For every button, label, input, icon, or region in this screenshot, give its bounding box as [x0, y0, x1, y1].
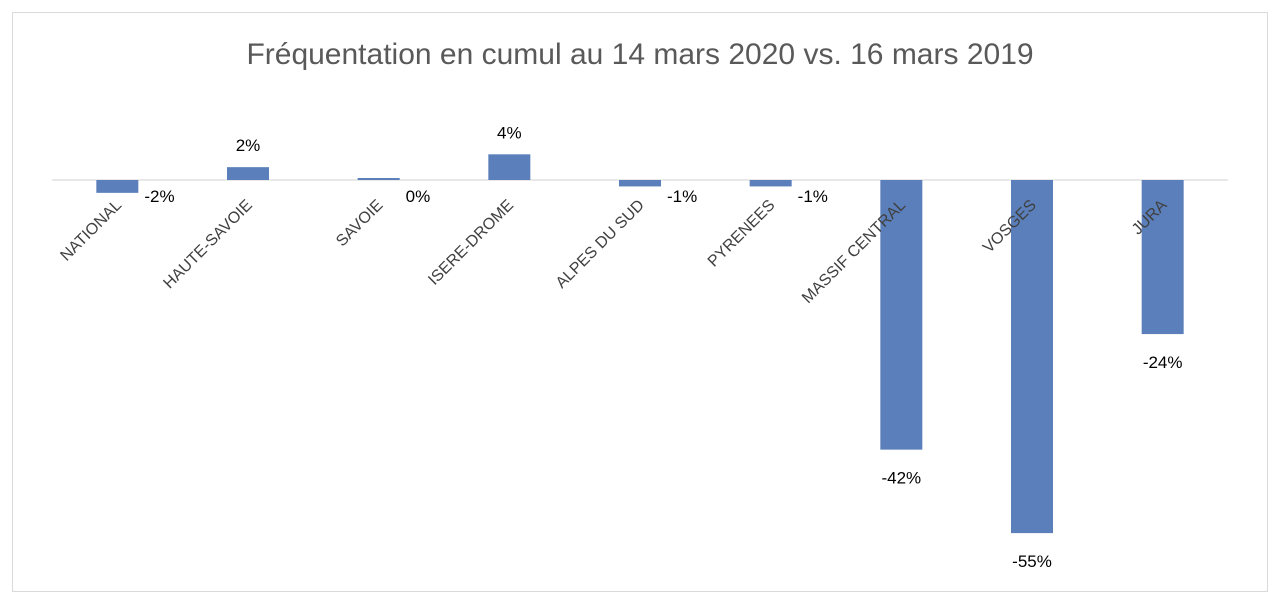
category-label: ISERE-DROME: [425, 197, 517, 289]
data-label: -2%: [144, 187, 174, 206]
data-label: -1%: [667, 187, 697, 206]
chart-area: [12, 12, 1268, 592]
bar-haute-savoie: [227, 167, 269, 180]
data-label: -55%: [1012, 552, 1052, 571]
bar-national: [96, 180, 139, 193]
category-label: ALPES DU SUD: [553, 197, 648, 292]
category-label: NATIONAL: [57, 197, 125, 265]
bar-isere-drome: [488, 154, 531, 180]
data-label: -1%: [798, 187, 828, 206]
bar-massif-central: [880, 180, 923, 450]
bar-alpes-du-sud: [619, 180, 661, 187]
data-label: -42%: [881, 469, 921, 488]
category-label: PYRENEES: [705, 197, 779, 271]
bar-pyrenees: [749, 180, 792, 187]
data-label: 0%: [406, 187, 431, 206]
bar-savoie: [357, 178, 400, 180]
category-label: HAUTE-SAVOIE: [160, 197, 255, 292]
data-label: -24%: [1143, 353, 1183, 372]
data-label: 2%: [236, 136, 261, 155]
category-label: SAVOIE: [333, 197, 386, 250]
data-label: 4%: [497, 123, 522, 142]
bar-vosges: [1011, 180, 1053, 534]
bar-jura: [1141, 180, 1184, 335]
chart-title: Fréquentation en cumul au 14 mars 2020 v…: [246, 38, 1034, 71]
